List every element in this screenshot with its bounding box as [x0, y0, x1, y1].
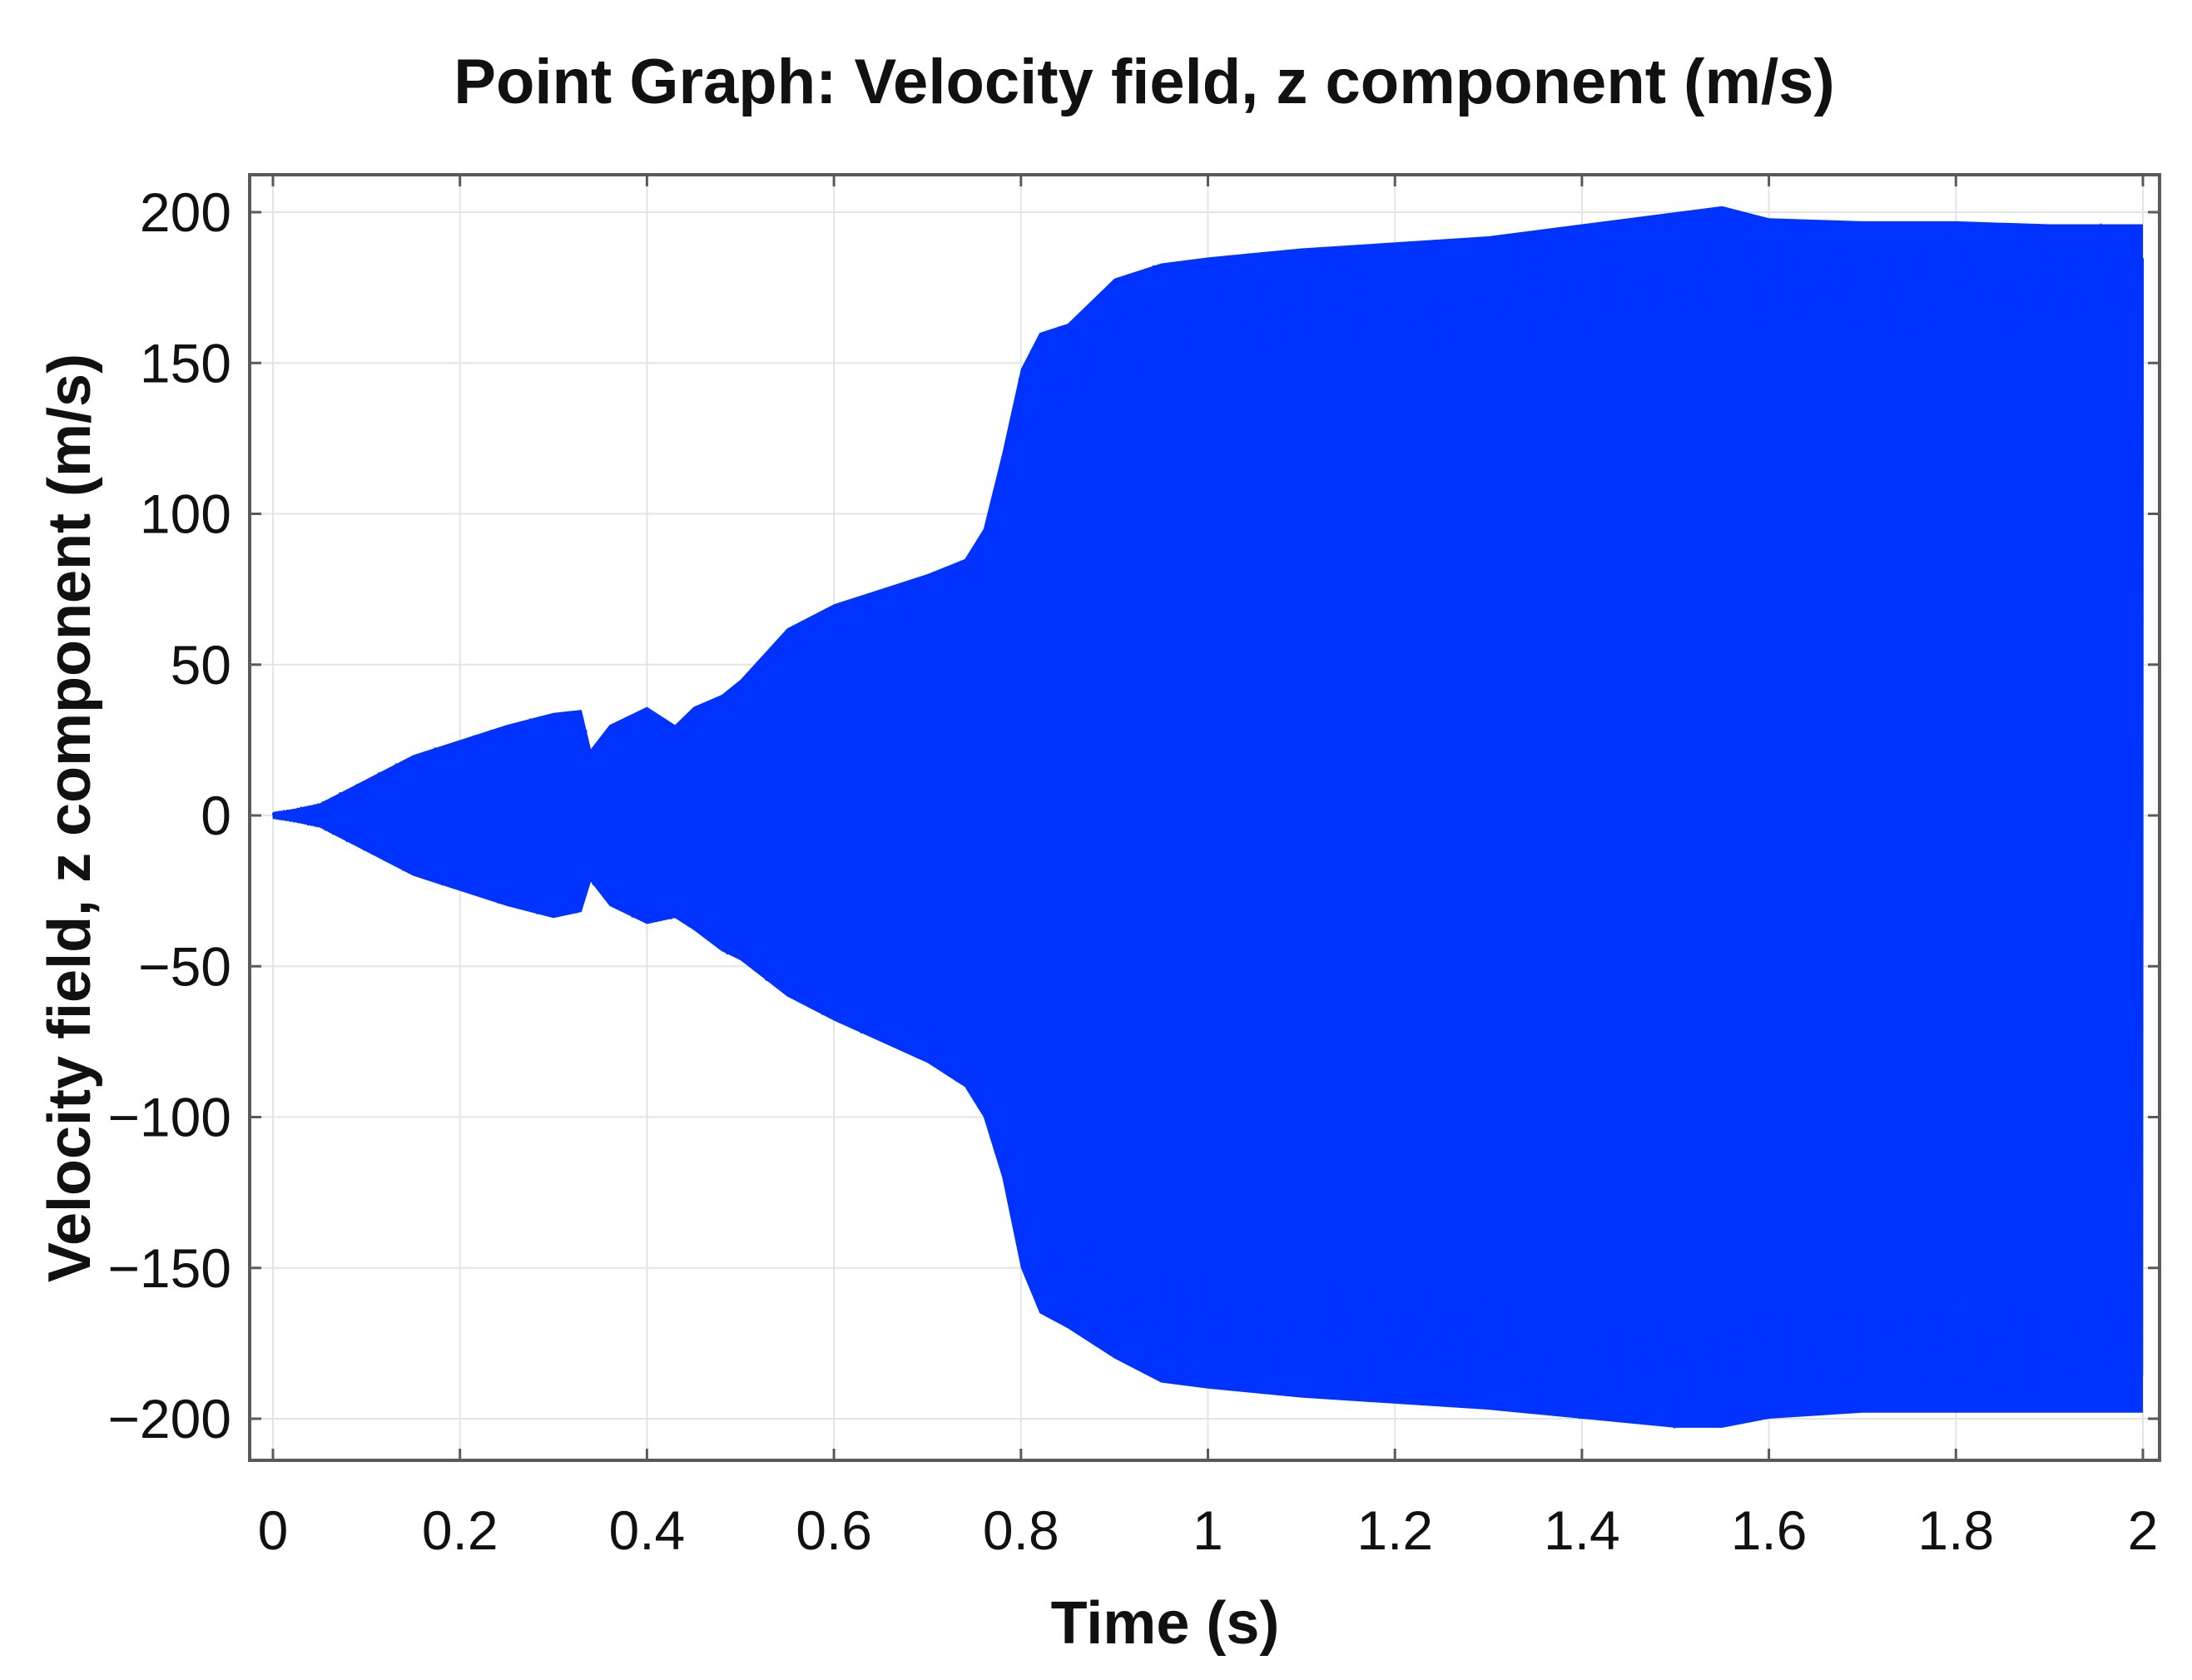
y-tick-label: −150 — [107, 1237, 231, 1299]
x-tick-label: 1 — [1193, 1499, 1223, 1561]
series-line — [271, 215, 2145, 1429]
y-tick-label: −50 — [138, 935, 231, 997]
x-tick-label: 1.4 — [1544, 1499, 1620, 1561]
y-tick-label: 0 — [201, 785, 231, 846]
y-axis-label: Velocity field, z component (m/s) — [37, 354, 103, 1282]
x-tick-label: 1.6 — [1731, 1499, 1808, 1561]
x-tick-label: 1.8 — [1917, 1499, 1994, 1561]
x-tick-label: 0.2 — [422, 1499, 498, 1561]
x-tick-label: 0 — [258, 1499, 289, 1561]
x-tick-label: 0.4 — [609, 1499, 686, 1561]
chart-title: Point Graph: Velocity field, z component… — [454, 47, 1835, 117]
x-tick-label: 1.2 — [1356, 1499, 1433, 1561]
y-tick-label: −200 — [107, 1388, 231, 1450]
y-tick-label: 200 — [140, 181, 231, 243]
plot-frame — [248, 173, 2161, 1462]
x-tick-label: 0.6 — [796, 1499, 872, 1561]
x-axis-label: Time (s) — [1051, 1590, 1280, 1657]
data-series — [271, 206, 2145, 1429]
x-tick-label: 2 — [2128, 1499, 2159, 1561]
x-tick-label: 0.8 — [983, 1499, 1059, 1561]
y-tick-label: −100 — [107, 1087, 231, 1148]
y-tick-label: 150 — [140, 332, 231, 394]
y-tick-label: 50 — [171, 634, 231, 696]
y-tick-label: 100 — [140, 483, 231, 545]
axis-ticks: 0 0.2 0.4 0.6 0.8 1 1.2 1.4 1.6 1.8 2200150100500−… — [107, 175, 2160, 1561]
